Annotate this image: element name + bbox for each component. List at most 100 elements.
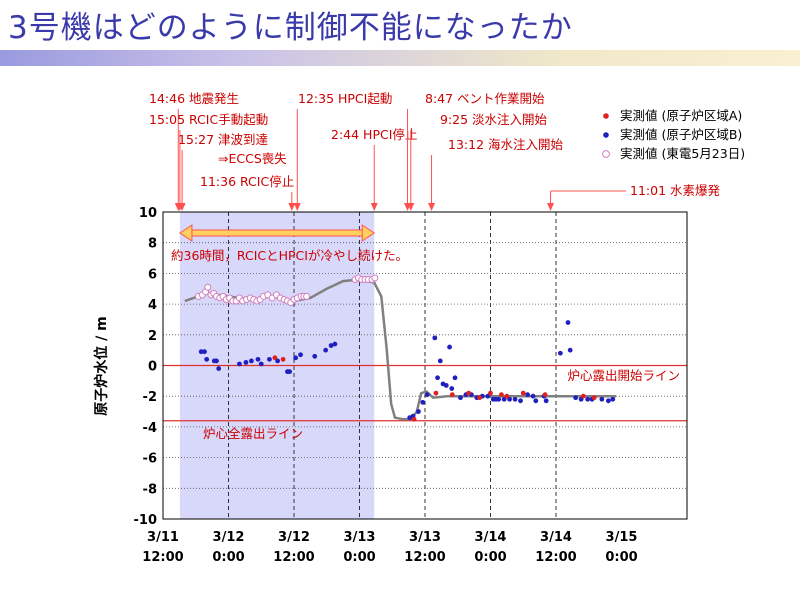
point-series-b xyxy=(585,396,591,402)
series-a-points xyxy=(272,355,597,422)
point-series-a xyxy=(466,390,472,396)
point-series-b xyxy=(237,361,242,367)
point-series-a xyxy=(488,390,493,396)
point-series-b xyxy=(258,361,264,367)
point-series-b xyxy=(435,375,440,381)
point-series-b xyxy=(501,396,507,402)
point-series-b xyxy=(420,399,426,405)
event-label: 9:25 淡水注入開始 xyxy=(440,112,548,127)
point-series-b xyxy=(518,398,523,404)
point-series-b xyxy=(424,392,430,398)
point-series-b xyxy=(543,398,549,404)
point-series-b xyxy=(216,366,222,371)
point-series-b xyxy=(332,341,338,347)
legend-label: 実測値 (原子炉区域A) xyxy=(620,108,742,123)
x-tick-label-time: 12:00 xyxy=(404,550,445,565)
event-markers: 14:46 地震発生 15:05 RCIC手動起動 15:27 津波到達 ⇒ECCS喪… xyxy=(149,91,720,211)
point-series-a xyxy=(591,395,597,401)
point-series-b xyxy=(512,396,518,402)
point-series-b xyxy=(485,393,491,399)
point-series-b xyxy=(599,396,605,402)
point-series-b xyxy=(452,375,458,381)
point-series-b xyxy=(202,349,207,355)
point-series-b xyxy=(496,396,502,402)
point-series-b xyxy=(533,398,539,404)
point-series-b xyxy=(565,320,571,325)
point-series-b xyxy=(328,343,334,348)
legend-label: 実測値 (東電5月23日) xyxy=(620,146,745,161)
event-label: 11:01 水素爆発 xyxy=(630,183,720,198)
event-arrow-head xyxy=(288,203,296,211)
event-label: 11:36 RCIC停止 xyxy=(200,174,294,189)
arrow-head-right xyxy=(361,224,376,242)
point-series-c xyxy=(204,283,212,291)
cooling-duration-arrow xyxy=(179,224,376,242)
event-label: ⇒ECCS喪失 xyxy=(218,151,287,166)
point-series-a xyxy=(504,393,510,399)
event-arrow-head xyxy=(178,203,186,211)
point-series-b xyxy=(287,369,293,375)
x-tick-label-date: 3/12 xyxy=(278,530,310,545)
y-tick-label: 4 xyxy=(148,298,157,313)
y-tick-label: -6 xyxy=(143,452,157,467)
point-series-b xyxy=(323,347,329,353)
legend-marker-a xyxy=(603,113,609,119)
point-series-b xyxy=(606,398,611,404)
y-axis-label: 原子炉水位 / m xyxy=(93,316,110,415)
point-series-b xyxy=(443,383,449,388)
x-tick-label-time: 0:00 xyxy=(605,550,637,565)
x-tick-label-time: 0:00 xyxy=(474,550,506,565)
point-series-b xyxy=(449,386,455,391)
legend-marker-c xyxy=(602,150,610,158)
legend: 実測値 (原子炉区域A) 実測値 (原子炉区域B) 実測値 (東電5月23日) xyxy=(602,108,745,161)
legend-label: 実測値 (原子炉区域B) xyxy=(620,127,742,142)
event-label: 15:05 RCIC手動起動 xyxy=(149,112,268,127)
point-series-b xyxy=(432,335,438,341)
event-label: 14:46 地震発生 xyxy=(149,91,239,106)
page-title: 3号機はどのように制御不能になったか xyxy=(8,10,573,46)
series-b-points xyxy=(198,320,616,421)
event-label: 13:12 海水注入開始 xyxy=(448,137,563,152)
point-series-b xyxy=(255,356,261,362)
title-underline-bar xyxy=(0,50,800,66)
x-tick-label-date: 3/12 xyxy=(213,530,245,545)
point-series-a xyxy=(280,356,286,362)
point-series-b xyxy=(312,353,318,359)
event-arrow-head xyxy=(293,203,301,211)
point-series-a xyxy=(272,355,278,361)
point-series-b xyxy=(530,393,536,399)
x-axis-ticks: 3/11 12:00 3/12 0:00 3/12 12:00 3/13 0:00 3/13 12… xyxy=(142,530,637,565)
core-exposure-lines xyxy=(163,364,687,422)
point-series-a xyxy=(433,390,439,396)
y-tick-label: 0 xyxy=(148,360,157,375)
event-arrow-head xyxy=(407,203,415,211)
point-series-b xyxy=(573,395,579,401)
point-series-c xyxy=(303,292,311,300)
x-tick-label-time: 12:00 xyxy=(273,550,314,565)
point-series-b xyxy=(567,347,573,353)
point-series-a xyxy=(580,393,586,399)
y-tick-label: -2 xyxy=(143,390,157,405)
y-tick-label: 8 xyxy=(148,237,157,252)
event-label: 12:35 HPCI起動 xyxy=(298,91,392,106)
legend-marker-b xyxy=(603,132,609,138)
x-tick-label-date: 3/15 xyxy=(606,530,638,545)
event-arrow-head xyxy=(547,203,555,211)
point-series-b xyxy=(557,350,563,356)
y-tick-label: 6 xyxy=(148,267,157,282)
x-tick-label-date: 3/14 xyxy=(540,530,572,545)
x-tick-label-time: 0:00 xyxy=(212,550,244,565)
cooling-annotation: 約36時間，RCICとHPCIが冷やし続けた。 xyxy=(171,248,408,263)
y-tick-label: 10 xyxy=(139,206,157,221)
x-tick-label-date: 3/13 xyxy=(344,530,376,545)
point-series-b xyxy=(437,358,443,364)
point-series-b xyxy=(507,396,513,402)
core-exposure-start-label: 炉心露出開始ライン xyxy=(567,368,680,383)
point-series-a xyxy=(477,395,482,401)
point-series-b xyxy=(416,409,421,414)
point-series-b xyxy=(458,395,463,401)
event-arrow-head xyxy=(428,203,436,211)
point-series-a xyxy=(499,392,504,398)
point-series-b xyxy=(293,355,299,361)
